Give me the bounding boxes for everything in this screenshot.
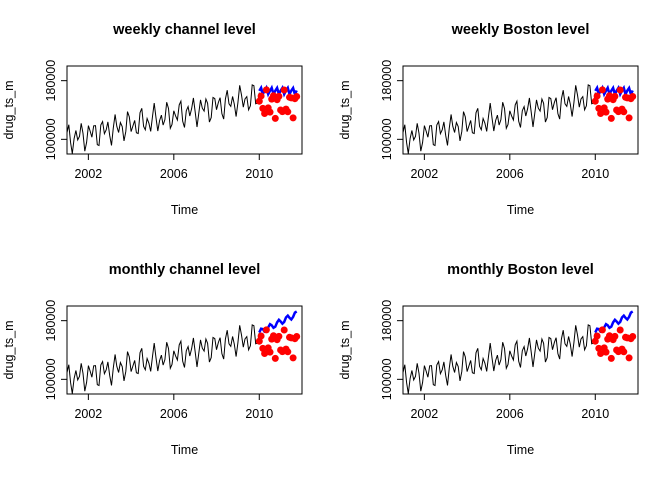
actual-data-point xyxy=(629,333,637,340)
x-tick-label: 2006 xyxy=(496,167,524,181)
chart-panel-2: weekly Boston level 2002 2006 2010 100000 180… xyxy=(338,22,639,217)
actual-data-point xyxy=(289,354,297,362)
actual-data-point xyxy=(629,93,637,100)
actual-data-point xyxy=(616,326,624,334)
actual-data-point xyxy=(271,114,279,122)
history-series-line xyxy=(66,84,262,154)
y-tick-label: 100000 xyxy=(380,118,394,160)
y-tick-label: 100000 xyxy=(44,358,58,400)
y-axis-label: drug_ts_m xyxy=(338,80,352,139)
x-tick-label: 2010 xyxy=(245,167,273,181)
x-tick-label: 2010 xyxy=(581,407,609,421)
actual-data-point xyxy=(598,86,606,94)
actual-data-point xyxy=(275,92,283,100)
y-tick-label: 180000 xyxy=(380,60,394,102)
actual-data-point xyxy=(593,332,601,340)
actual-data-point xyxy=(280,86,288,94)
actual-data-point xyxy=(284,108,292,116)
actual-data-point xyxy=(611,92,619,100)
x-tick-label: 2002 xyxy=(74,167,102,181)
actual-data-point xyxy=(257,332,265,340)
x-tick-label: 2006 xyxy=(160,407,188,421)
actual-data-point xyxy=(602,348,610,356)
actual-data-point xyxy=(261,110,269,117)
actual-data-point xyxy=(262,326,270,334)
actual-data-point xyxy=(625,114,633,122)
x-axis-label: Time xyxy=(171,203,198,217)
actual-data-point xyxy=(262,86,270,94)
actual-data-point xyxy=(611,332,619,340)
x-tick-label: 2006 xyxy=(160,167,188,181)
actual-data-point xyxy=(293,93,301,100)
actual-data-point xyxy=(607,114,615,122)
chart-title: weekly Boston level xyxy=(451,22,590,38)
y-tick-label: 180000 xyxy=(44,300,58,342)
history-series-line xyxy=(66,324,262,394)
y-tick-label: 100000 xyxy=(44,118,58,160)
x-axis-label: Time xyxy=(507,443,534,457)
actual-data-point xyxy=(284,348,292,356)
x-tick-label: 2002 xyxy=(410,167,438,181)
actual-data-point xyxy=(625,354,633,362)
x-axis-label: Time xyxy=(171,443,198,457)
actual-data-point xyxy=(257,92,265,100)
x-axis-label: Time xyxy=(507,203,534,217)
x-tick-label: 2002 xyxy=(74,407,102,421)
y-axis-label: drug_ts_m xyxy=(2,320,16,379)
actual-data-point xyxy=(602,108,610,116)
chart-panel-3: monthly channel level 2002 2006 2010 100000 1… xyxy=(2,262,303,457)
actual-data-point xyxy=(598,326,606,334)
chart-title: weekly channel level xyxy=(112,22,256,38)
chart-title: monthly Boston level xyxy=(447,262,594,278)
actual-data-point xyxy=(616,86,624,94)
actual-data-point xyxy=(597,350,605,357)
actual-data-point xyxy=(280,326,288,334)
y-axis-label: drug_ts_m xyxy=(338,320,352,379)
actual-data-point xyxy=(597,110,605,117)
actual-data-point xyxy=(266,348,274,356)
x-tick-label: 2010 xyxy=(245,407,273,421)
y-tick-label: 180000 xyxy=(380,300,394,342)
x-tick-label: 2010 xyxy=(581,167,609,181)
actual-data-point xyxy=(293,333,301,340)
actual-data-point xyxy=(620,348,628,356)
actual-data-point xyxy=(289,114,297,122)
plot-frame xyxy=(402,305,639,395)
y-axis-label: drug_ts_m xyxy=(2,80,16,139)
plot-frame xyxy=(66,65,303,155)
chart-title: monthly channel level xyxy=(109,262,261,278)
actual-data-point xyxy=(271,354,279,362)
plot-frame xyxy=(66,305,303,395)
actual-data-point xyxy=(607,354,615,362)
chart-panel-1: weekly channel level 2002 2006 2010 100000 18… xyxy=(2,22,303,217)
actual-data-point xyxy=(593,92,601,100)
history-series-line xyxy=(402,324,598,394)
chart-panel-4: monthly Boston level 2002 2006 2010 100000 18… xyxy=(338,262,639,457)
actual-data-point xyxy=(275,332,283,340)
history-series-line xyxy=(402,84,598,154)
plot-frame xyxy=(402,65,639,155)
x-tick-label: 2002 xyxy=(410,407,438,421)
actual-data-point xyxy=(261,350,269,357)
y-tick-label: 180000 xyxy=(44,60,58,102)
actual-data-point xyxy=(266,108,274,116)
actual-data-point xyxy=(620,108,628,116)
y-tick-label: 100000 xyxy=(380,358,394,400)
x-tick-label: 2006 xyxy=(496,407,524,421)
